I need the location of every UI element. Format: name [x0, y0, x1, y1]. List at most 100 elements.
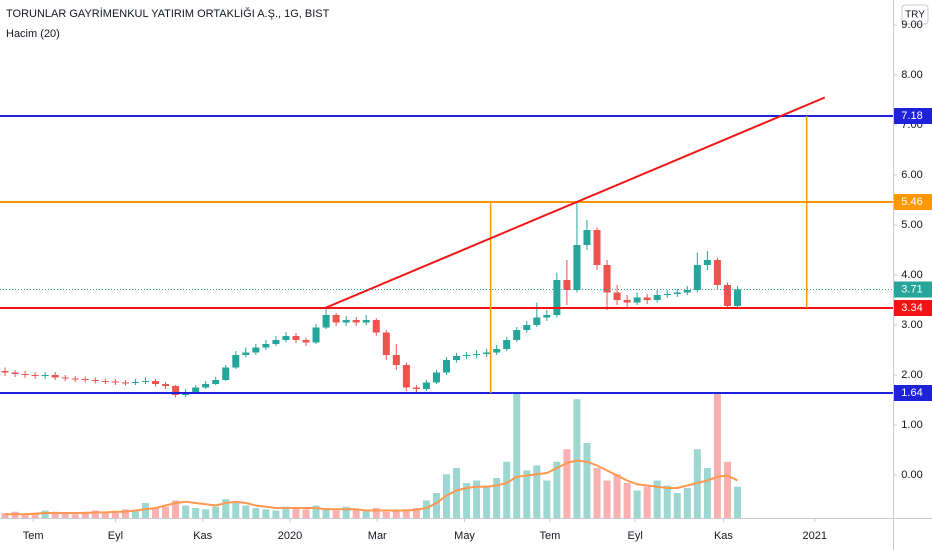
chart-title: TORUNLAR GAYRİMENKUL YATIRIM ORTAKLIĞI A…: [6, 7, 330, 20]
volume-bar: [673, 493, 681, 518]
level-price-label: 1.64: [901, 387, 922, 399]
volume-bar: [212, 506, 220, 518]
candle-body: [463, 355, 471, 356]
x-tick-label: 2020: [278, 530, 302, 542]
last-price-box: [894, 281, 932, 298]
candle-body: [11, 372, 19, 374]
volume-bar: [553, 461, 561, 518]
volume-bar: [392, 510, 400, 518]
candle-body: [51, 375, 59, 378]
candle-body: [152, 381, 160, 384]
candle-body: [141, 381, 150, 382]
volume-bar: [71, 514, 79, 518]
currency-button[interactable]: [901, 4, 929, 25]
volume-bar: [141, 503, 150, 518]
candle-body: [342, 320, 350, 323]
volume-bar: [121, 509, 129, 518]
volume-bar: [453, 468, 461, 518]
candle-body: [111, 381, 119, 383]
candle-body: [81, 379, 89, 380]
candle-body: [162, 384, 170, 386]
candle-body: [312, 327, 320, 343]
volume-bar: [1, 513, 9, 518]
volume-bar: [362, 510, 370, 518]
volume-bar: [91, 510, 99, 518]
volume-bar: [683, 488, 691, 518]
volume-bar: [523, 470, 531, 518]
y-tick-label: 9.00: [901, 19, 922, 31]
level-price-box: [894, 194, 932, 210]
volume-bar: [31, 513, 39, 518]
volume-bar: [51, 511, 59, 518]
candle-body: [653, 295, 661, 300]
volume-bar: [21, 514, 29, 518]
candle-body: [212, 380, 220, 384]
candle-body: [332, 315, 340, 323]
volume-bar: [152, 508, 160, 518]
level-price-box: [894, 300, 932, 316]
volume-bar: [372, 508, 380, 518]
volume-bar: [713, 393, 721, 518]
volume-bar: [473, 480, 481, 518]
candle-body: [643, 297, 651, 300]
candle-body: [192, 387, 200, 392]
volume-bar: [242, 505, 250, 518]
volume-bar: [653, 480, 661, 518]
volume-bar: [292, 508, 300, 518]
candle-body: [61, 377, 69, 379]
candle-body: [292, 336, 300, 340]
volume-bar: [41, 510, 49, 518]
volume-bar: [131, 510, 139, 518]
x-tick-label: Kas: [714, 530, 733, 542]
candle-body: [422, 382, 430, 389]
candle-body: [543, 315, 551, 318]
candle-body: [252, 347, 260, 353]
level-price-label: 3.34: [901, 302, 922, 314]
volume-bar: [663, 485, 671, 518]
candle-body: [172, 386, 180, 395]
candle-body: [613, 292, 621, 300]
volume-bar: [733, 486, 741, 518]
y-tick-label: 2.00: [901, 369, 922, 381]
volume-bar: [723, 461, 731, 518]
volume-bar: [513, 393, 521, 518]
y-tick-label: 3.00: [901, 319, 922, 331]
candle-body: [1, 371, 9, 373]
candle-body: [603, 265, 611, 293]
trend-line: [324, 96, 826, 309]
candle-body: [573, 245, 581, 290]
y-tick-label: 0.00: [901, 469, 922, 481]
candle-body: [503, 340, 511, 349]
candle-body: [513, 330, 521, 340]
candle-body: [302, 340, 310, 343]
volume-bar: [432, 493, 440, 518]
currency-label: TRY: [905, 10, 925, 21]
candle-body: [402, 365, 410, 388]
volume-bar: [81, 511, 89, 518]
volume-bar: [643, 486, 651, 518]
volume-bar: [613, 474, 621, 518]
volume-bar: [302, 509, 310, 518]
x-tick-label: Tem: [539, 530, 560, 542]
volume-bar: [493, 478, 501, 518]
volume-bar: [162, 506, 170, 518]
candle-body: [262, 344, 270, 348]
candle-body: [483, 352, 491, 354]
y-tick-label: 8.00: [901, 69, 922, 81]
candle-body: [523, 325, 531, 330]
volume-bar: [563, 449, 571, 518]
candle-body: [473, 354, 481, 355]
candle-body: [101, 381, 109, 382]
level-price-label: 5.46: [901, 196, 922, 208]
candle-body: [442, 360, 451, 373]
candle-body: [703, 260, 711, 265]
candle-body: [663, 294, 671, 295]
candle-body: [673, 292, 681, 294]
x-tick-label: Kas: [193, 530, 212, 542]
candle-body: [372, 320, 380, 333]
candle-body: [713, 260, 721, 285]
volume-bar: [593, 468, 601, 518]
volume-bar: [272, 510, 280, 518]
volume-bar: [202, 509, 210, 518]
volume-bar: [332, 510, 340, 518]
